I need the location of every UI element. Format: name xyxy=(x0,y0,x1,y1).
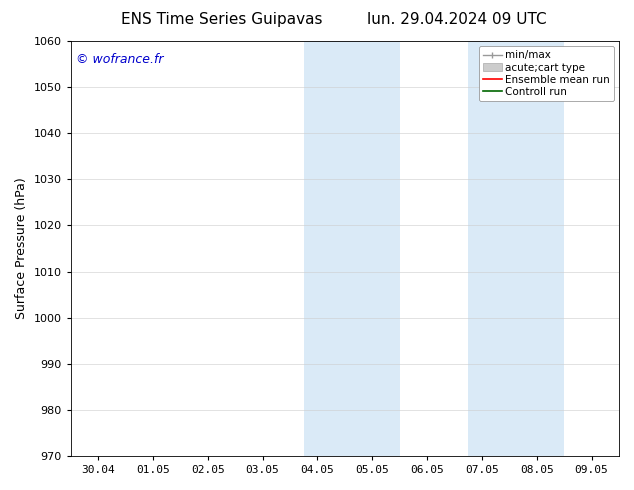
Bar xyxy=(509,41,564,456)
Text: © wofrance.fr: © wofrance.fr xyxy=(76,53,164,67)
Legend: min/max, acute;cart type, Ensemble mean run, Controll run: min/max, acute;cart type, Ensemble mean … xyxy=(479,46,614,101)
Text: lun. 29.04.2024 09 UTC: lun. 29.04.2024 09 UTC xyxy=(366,12,547,27)
Y-axis label: Surface Pressure (hPa): Surface Pressure (hPa) xyxy=(15,178,28,319)
Text: ENS Time Series Guipavas: ENS Time Series Guipavas xyxy=(121,12,323,27)
Bar xyxy=(304,41,345,456)
Bar xyxy=(345,41,399,456)
Bar xyxy=(469,41,509,456)
